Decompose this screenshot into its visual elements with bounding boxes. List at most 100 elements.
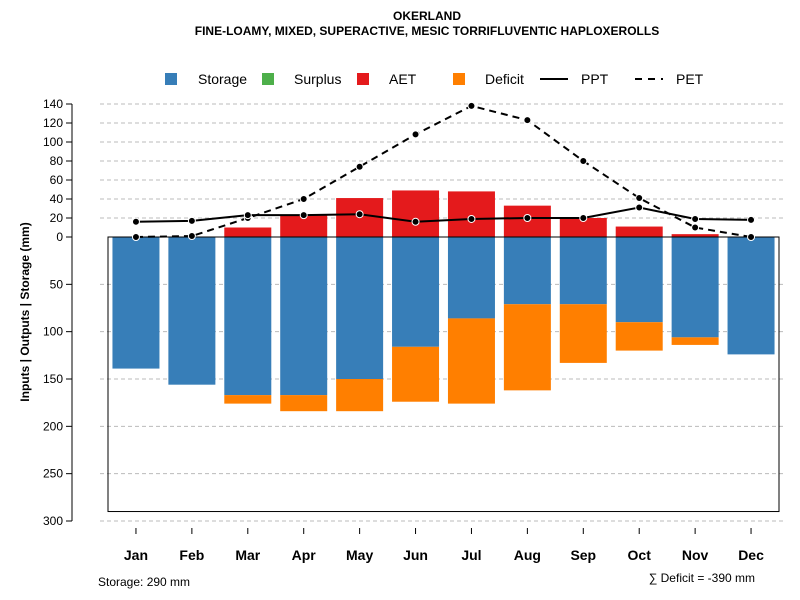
storage-bar xyxy=(615,237,663,323)
ppt-point xyxy=(187,216,196,225)
pet-point xyxy=(635,194,644,203)
ppt-point xyxy=(635,203,644,212)
y-axis-label: Inputs | Outputs | Storage (mm) xyxy=(18,222,32,401)
legend-label: Deficit xyxy=(485,71,524,87)
bars xyxy=(107,190,780,513)
pet-point xyxy=(355,162,364,171)
deficit-bar xyxy=(671,337,719,345)
ppt-point xyxy=(523,214,532,222)
series-lines xyxy=(131,101,756,241)
y-tick-label: 60 xyxy=(50,173,64,187)
y-tick-label: 150 xyxy=(43,372,63,386)
storage-bar xyxy=(280,237,328,396)
aet-bar xyxy=(671,234,719,237)
legend: Storage Surplus AET Deficit PPT PET xyxy=(165,71,704,87)
ppt-point xyxy=(355,210,364,219)
pet-point xyxy=(411,130,420,139)
legend-swatch xyxy=(165,73,177,85)
storage-bar xyxy=(447,237,495,319)
deficit-bar xyxy=(615,322,663,351)
pet-line xyxy=(135,104,752,238)
ppt-point xyxy=(131,217,140,226)
deficit-bar xyxy=(280,395,328,412)
y-tick-label: 100 xyxy=(43,135,63,149)
x-tick-label: Jan xyxy=(124,547,148,563)
y-tick-label: 0 xyxy=(56,230,63,244)
y-tick-label: 300 xyxy=(43,514,63,528)
legend-swatch xyxy=(262,73,274,85)
deficit-bar xyxy=(224,395,272,404)
x-tick-label: Jul xyxy=(461,547,481,563)
legend-label: AET xyxy=(389,71,417,87)
legend-label: Storage xyxy=(198,71,247,87)
deficit-note: ∑ Deficit = -390 mm xyxy=(649,571,755,585)
pet-point xyxy=(299,195,308,203)
storage-bar xyxy=(503,237,551,305)
ppt-point xyxy=(299,211,308,220)
aet-bar xyxy=(224,227,272,237)
legend-swatch xyxy=(453,73,465,85)
x-tick-label: May xyxy=(346,547,373,563)
x-tick-label: Oct xyxy=(628,547,652,563)
x-axis: Jan Feb Mar Apr May Jun Jul Aug Sep Oct Nov Dec xyxy=(124,528,764,563)
x-tick-label: Dec xyxy=(738,547,764,563)
grid-lines xyxy=(100,103,785,522)
chart-subtitle: FINE-LOAMY, MIXED, SUPERACTIVE, MESIC TO… xyxy=(195,24,659,38)
x-tick-label: Apr xyxy=(292,547,317,563)
x-tick-label: Aug xyxy=(514,547,541,563)
deficit-bar xyxy=(559,304,607,363)
storage-bar xyxy=(392,237,440,347)
deficit-bar xyxy=(447,318,495,404)
legend-label: PPT xyxy=(581,71,609,87)
pet-point xyxy=(579,157,588,165)
chart-title: OKERLAND xyxy=(393,9,461,23)
storage-bar xyxy=(559,237,607,305)
aet-bar xyxy=(392,190,440,237)
y-tick-label: 200 xyxy=(43,419,63,433)
pet-point xyxy=(131,233,140,241)
y-tick-label: 140 xyxy=(43,97,63,111)
y-tick-label: 250 xyxy=(43,467,63,481)
y-tick-label: 20 xyxy=(50,211,64,225)
pet-point xyxy=(523,116,532,125)
deficit-bar xyxy=(392,346,440,402)
ppt-point xyxy=(243,211,252,220)
y-tick-label: 50 xyxy=(50,277,64,291)
x-tick-label: Sep xyxy=(570,547,596,563)
legend-label: Surplus xyxy=(294,71,341,87)
legend-swatch xyxy=(357,73,369,85)
ppt-point xyxy=(691,214,700,223)
pet-point xyxy=(691,223,700,232)
x-tick-label: Feb xyxy=(179,547,204,563)
pet-point xyxy=(747,233,756,241)
aet-bar xyxy=(615,226,663,237)
deficit-bar xyxy=(336,379,384,412)
ppt-point xyxy=(411,217,420,226)
y-tick-label: 100 xyxy=(43,325,63,339)
ppt-point xyxy=(579,214,588,222)
storage-bar xyxy=(727,237,775,355)
ppt-point xyxy=(747,215,756,224)
x-tick-label: Mar xyxy=(235,547,260,563)
pet-point xyxy=(187,232,196,241)
aet-bar xyxy=(447,191,495,237)
x-tick-label: Jun xyxy=(403,547,428,563)
storage-bar xyxy=(671,237,719,338)
aet-bar xyxy=(559,218,607,237)
deficit-bar xyxy=(503,304,551,391)
y-tick-label: 80 xyxy=(50,154,64,168)
storage-bar xyxy=(168,237,216,385)
pet-point xyxy=(467,101,476,110)
x-tick-label: Nov xyxy=(682,547,709,563)
y-tick-label: 40 xyxy=(50,192,64,206)
storage-bar xyxy=(224,237,272,396)
y-tick-label: 120 xyxy=(43,116,63,130)
storage-bar xyxy=(336,237,384,379)
aet-bar xyxy=(280,215,328,237)
ppt-point xyxy=(467,214,476,223)
ppt-line xyxy=(135,206,752,223)
legend-label: PET xyxy=(676,71,704,87)
storage-note: Storage: 290 mm xyxy=(98,575,190,589)
